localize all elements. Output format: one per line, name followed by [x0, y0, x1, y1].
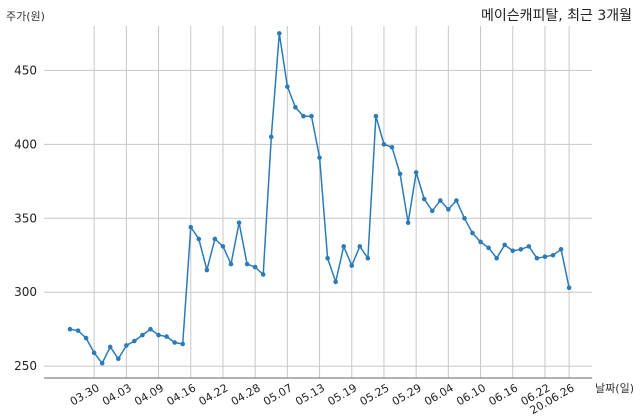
data-point [260, 272, 266, 277]
x-tick-label: 06.16 [486, 381, 520, 408]
data-point [293, 105, 298, 110]
data-point [244, 261, 250, 267]
y-tick-labels: 250 300 350 400 450 [14, 63, 37, 373]
data-point [478, 239, 483, 245]
x-tick-label: 04.16 [164, 381, 198, 408]
data-point [268, 134, 274, 140]
x-tick-label: 05.29 [390, 381, 424, 408]
data-point [212, 236, 218, 242]
data-point [285, 84, 290, 89]
data-point [389, 144, 395, 150]
data-point [236, 220, 242, 226]
data-point [180, 341, 185, 347]
data-point [91, 350, 97, 356]
data-point [454, 198, 459, 203]
data-point [188, 224, 194, 230]
data-point [325, 255, 330, 261]
grid-lines [44, 26, 592, 378]
data-point [148, 326, 153, 332]
data-point [164, 334, 169, 339]
chart-title: 메이슨캐피탈, 최근 3개월 [481, 8, 632, 24]
data-point [486, 245, 491, 251]
y-tick-label: 350 [14, 211, 37, 225]
data-point [542, 254, 548, 260]
data-point [413, 170, 419, 175]
data-point [470, 230, 475, 236]
x-tick-label: 06.10 [454, 381, 488, 408]
y-tick-label: 300 [14, 285, 37, 299]
data-point [421, 196, 427, 202]
data-point [397, 171, 403, 177]
x-axis-label: 날짜(일) [595, 381, 634, 395]
data-point [140, 332, 145, 338]
data-point [405, 220, 411, 226]
data-point [75, 328, 81, 333]
x-tick-label: 05.13 [293, 381, 327, 408]
data-point [333, 279, 338, 285]
y-tick-label: 400 [14, 137, 37, 151]
data-point [462, 215, 467, 221]
data-point [365, 255, 371, 261]
x-tick-label: 04.22 [197, 381, 231, 408]
data-point [156, 332, 161, 338]
data-point [381, 142, 387, 147]
data-point [566, 285, 572, 291]
x-tick-label: 05.07 [261, 381, 295, 408]
data-point [124, 343, 129, 348]
data-point [429, 208, 435, 214]
y-tick-label: 450 [14, 63, 37, 77]
data-point [83, 335, 89, 341]
data-point [116, 356, 121, 362]
x-tick-label: 05.25 [358, 381, 392, 408]
data-point [357, 244, 363, 249]
data-point [309, 113, 314, 119]
data-point [341, 244, 347, 249]
data-point [67, 326, 73, 332]
x-tick-label: 04.28 [229, 381, 263, 408]
data-point [438, 198, 443, 203]
data-point [526, 244, 532, 249]
data-point [494, 255, 499, 261]
data-point [172, 340, 177, 345]
x-tick-labels: 03.3004.0304.0904.1604.2204.2805.0705.13… [68, 381, 577, 417]
x-tick-label: 04.09 [132, 381, 166, 408]
x-tick-label: 06.04 [422, 381, 456, 408]
data-point [204, 267, 210, 273]
data-point [558, 247, 564, 252]
price-points [67, 31, 572, 366]
x-tick-label: 03.30 [68, 381, 102, 408]
data-point [277, 31, 282, 36]
data-point [510, 248, 516, 254]
data-point [502, 242, 508, 248]
data-point [228, 261, 234, 267]
data-point [317, 155, 322, 160]
data-point [550, 252, 556, 258]
data-point [349, 263, 355, 268]
data-point [99, 360, 105, 366]
data-point [196, 236, 202, 242]
y-tick-label: 250 [14, 359, 37, 373]
data-point [534, 255, 540, 261]
y-axis-label: 주가(원) [6, 10, 45, 23]
data-point [301, 113, 306, 119]
data-point [446, 207, 451, 212]
data-point [518, 247, 524, 252]
data-point [132, 338, 137, 344]
x-tick-label: 04.03 [100, 381, 134, 408]
data-point [373, 113, 379, 119]
data-point [107, 344, 113, 350]
x-tick-label: 05.19 [325, 381, 359, 408]
data-point [220, 244, 226, 249]
data-point [252, 264, 258, 270]
